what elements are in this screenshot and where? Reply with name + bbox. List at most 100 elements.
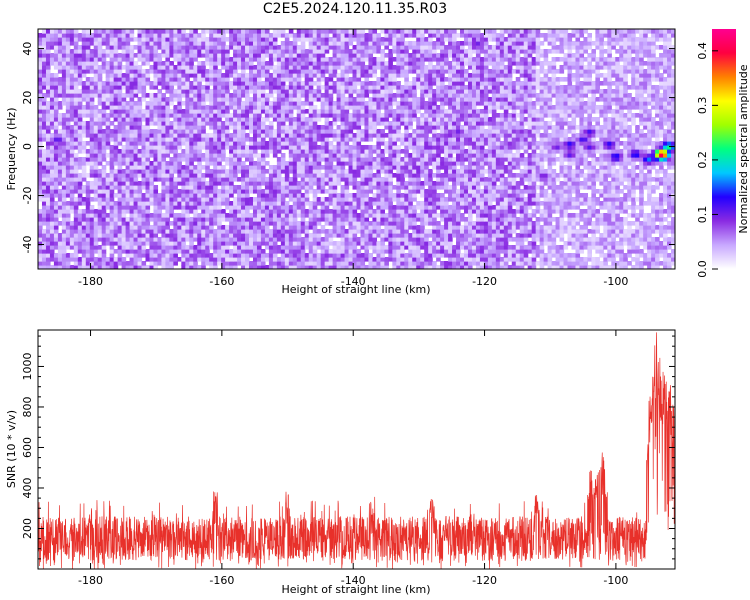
heatmap-cell	[535, 153, 541, 158]
heatmap-cell	[241, 217, 246, 222]
heatmap-cell	[364, 133, 370, 138]
heatmap-cell	[225, 185, 230, 190]
heatmap-cell	[125, 225, 131, 230]
heatmap-cell	[308, 249, 314, 254]
heatmap-cell	[276, 201, 282, 206]
heatmap-cell	[233, 145, 238, 150]
heatmap-cell	[432, 149, 437, 154]
heatmap-cell	[571, 137, 577, 142]
heatmap-cell	[603, 197, 608, 202]
heatmap-cell	[256, 237, 262, 242]
heatmap-cell	[491, 197, 497, 202]
heatmap-cell	[61, 245, 67, 250]
heatmap-cell	[555, 257, 561, 262]
heatmap-cell	[611, 177, 616, 182]
heatmap-cell	[153, 229, 159, 234]
heatmap-cell	[205, 145, 210, 150]
heatmap-cell	[659, 261, 664, 266]
heatmap-cell	[264, 221, 270, 226]
heatmap-cell	[587, 153, 592, 158]
heatmap-cell	[348, 209, 354, 214]
heatmap-cell	[499, 165, 505, 170]
heatmap-cell	[579, 237, 585, 242]
heatmap-cell	[97, 161, 103, 166]
heatmap-cell	[615, 193, 620, 198]
heatmap-cell	[571, 241, 577, 246]
heatmap-cell	[272, 205, 278, 210]
heatmap-cell	[225, 217, 230, 222]
heatmap-cell	[101, 257, 107, 262]
heatmap-cell	[471, 257, 477, 262]
heatmap-cell	[463, 257, 469, 262]
heatmap-cell	[531, 193, 537, 198]
heatmap-cell	[332, 169, 338, 174]
heatmap-cell	[467, 209, 473, 214]
heatmap-cell	[448, 189, 453, 194]
heatmap-cell	[400, 257, 405, 262]
heatmap-cell	[324, 209, 330, 214]
heatmap-cell	[583, 173, 589, 178]
heatmap-cell	[308, 205, 314, 210]
heatmap-cell	[503, 201, 509, 206]
heatmap-cell	[280, 137, 286, 142]
heatmap-cell	[456, 153, 461, 158]
heatmap-cell	[149, 133, 155, 138]
heatmap-cell	[575, 253, 581, 258]
heatmap-cell	[392, 237, 397, 242]
heatmap-cell	[237, 165, 242, 170]
heatmap-cell	[97, 265, 103, 269]
heatmap-cell	[607, 241, 612, 246]
heatmap-cell	[523, 149, 529, 154]
heatmap-cell	[53, 185, 59, 190]
heatmap-cell	[324, 173, 330, 178]
heatmap-cell	[475, 225, 481, 230]
heatmap-cell	[233, 249, 238, 254]
heatmap-cell	[252, 169, 258, 174]
heatmap-cell	[165, 213, 170, 218]
heatmap-cell	[260, 209, 266, 214]
heatmap-cell	[133, 193, 139, 198]
heatmap-cell	[547, 181, 553, 186]
heatmap-cell	[627, 253, 632, 258]
heatmap-cell	[388, 169, 393, 174]
heatmap-cell	[324, 161, 330, 166]
heatmap-cell	[320, 225, 326, 230]
heatmap-cell	[197, 177, 202, 182]
heatmap-cell	[276, 229, 282, 234]
heatmap-cell	[575, 245, 581, 250]
heatmap-cell	[519, 177, 525, 182]
heatmap-cell	[268, 261, 274, 266]
heatmap-cell	[109, 261, 115, 266]
heatmap-cell	[515, 217, 521, 222]
heatmap-cell	[428, 197, 433, 202]
heatmap-cell	[125, 133, 131, 138]
heatmap-cell	[471, 237, 477, 242]
heatmap-cell	[603, 169, 608, 174]
heatmap-cell	[213, 197, 218, 202]
heatmap-cell	[376, 221, 381, 226]
heatmap-cell	[169, 245, 174, 250]
heatmap-cell	[296, 189, 302, 194]
heatmap-cell	[280, 265, 286, 269]
heatmap-cell	[491, 133, 497, 138]
heatmap-cell	[141, 193, 147, 198]
heatmap-cell	[483, 197, 489, 202]
heatmap-cell	[356, 205, 362, 210]
heatmap-cell	[296, 193, 302, 198]
heatmap-cell	[483, 157, 489, 162]
heatmap-cell	[655, 229, 660, 234]
heatmap-cell	[157, 225, 163, 230]
heatmap-cell	[189, 165, 194, 170]
heatmap-cell	[189, 137, 194, 142]
heatmap-cell	[153, 189, 159, 194]
heatmap-cell	[85, 209, 91, 214]
heatmap-cell	[189, 253, 194, 258]
heatmap-cell	[527, 221, 533, 226]
heatmap-cell	[611, 153, 616, 158]
heatmap-cell	[181, 173, 186, 178]
heatmap-cell	[344, 181, 350, 186]
heatmap-cell	[113, 257, 119, 262]
heatmap-cell	[53, 205, 59, 210]
heatmap-cell	[416, 189, 421, 194]
heatmap-cell	[571, 233, 577, 238]
